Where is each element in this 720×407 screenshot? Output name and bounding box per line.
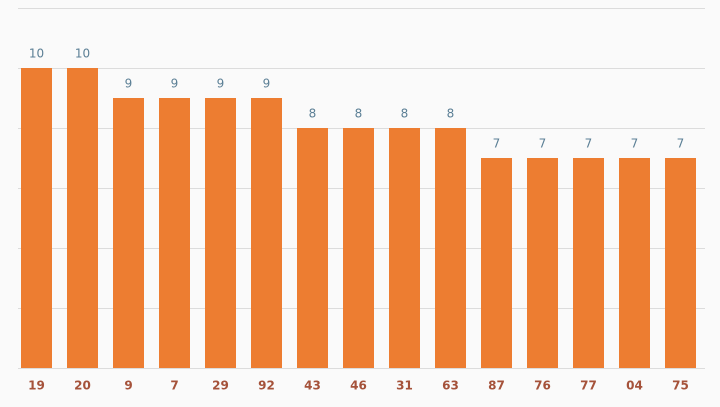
value-label: 8 <box>401 107 409 121</box>
bar <box>205 98 236 368</box>
x-tick-label: 19 <box>28 379 45 393</box>
bar <box>67 68 98 368</box>
x-tick-label: 7 <box>170 379 178 393</box>
bar <box>619 158 650 368</box>
x-tick-label: 46 <box>350 379 367 393</box>
bar <box>481 158 512 368</box>
bar <box>573 158 604 368</box>
value-label: 7 <box>539 137 547 151</box>
x-tick-label: 75 <box>672 379 689 393</box>
bar <box>113 98 144 368</box>
bar <box>159 98 190 368</box>
value-label: 9 <box>217 77 225 91</box>
value-label: 10 <box>29 47 44 61</box>
value-label: 7 <box>631 137 639 151</box>
bar <box>251 98 282 368</box>
x-tick-label: 04 <box>626 379 643 393</box>
x-tick-label: 31 <box>396 379 413 393</box>
value-label: 9 <box>263 77 271 91</box>
value-label: 8 <box>447 107 455 121</box>
x-tick-label: 63 <box>442 379 459 393</box>
x-tick-label: 92 <box>258 379 275 393</box>
x-tick-label: 77 <box>580 379 597 393</box>
value-label: 7 <box>585 137 593 151</box>
value-label: 8 <box>309 107 317 121</box>
x-tick-label: 76 <box>534 379 551 393</box>
x-tick-label: 87 <box>488 379 505 393</box>
bar <box>21 68 52 368</box>
bar <box>297 128 328 368</box>
x-tick-label: 9 <box>124 379 132 393</box>
bar <box>435 128 466 368</box>
bar <box>389 128 420 368</box>
value-label: 8 <box>355 107 363 121</box>
bar <box>527 158 558 368</box>
value-label: 7 <box>677 137 685 151</box>
value-label: 9 <box>125 77 133 91</box>
bar <box>343 128 374 368</box>
value-label: 7 <box>493 137 501 151</box>
x-tick-label: 29 <box>212 379 229 393</box>
x-tick-label: 43 <box>304 379 321 393</box>
x-tick-label: 20 <box>74 379 91 393</box>
value-label: 10 <box>75 47 90 61</box>
value-label: 9 <box>171 77 179 91</box>
bar <box>665 158 696 368</box>
